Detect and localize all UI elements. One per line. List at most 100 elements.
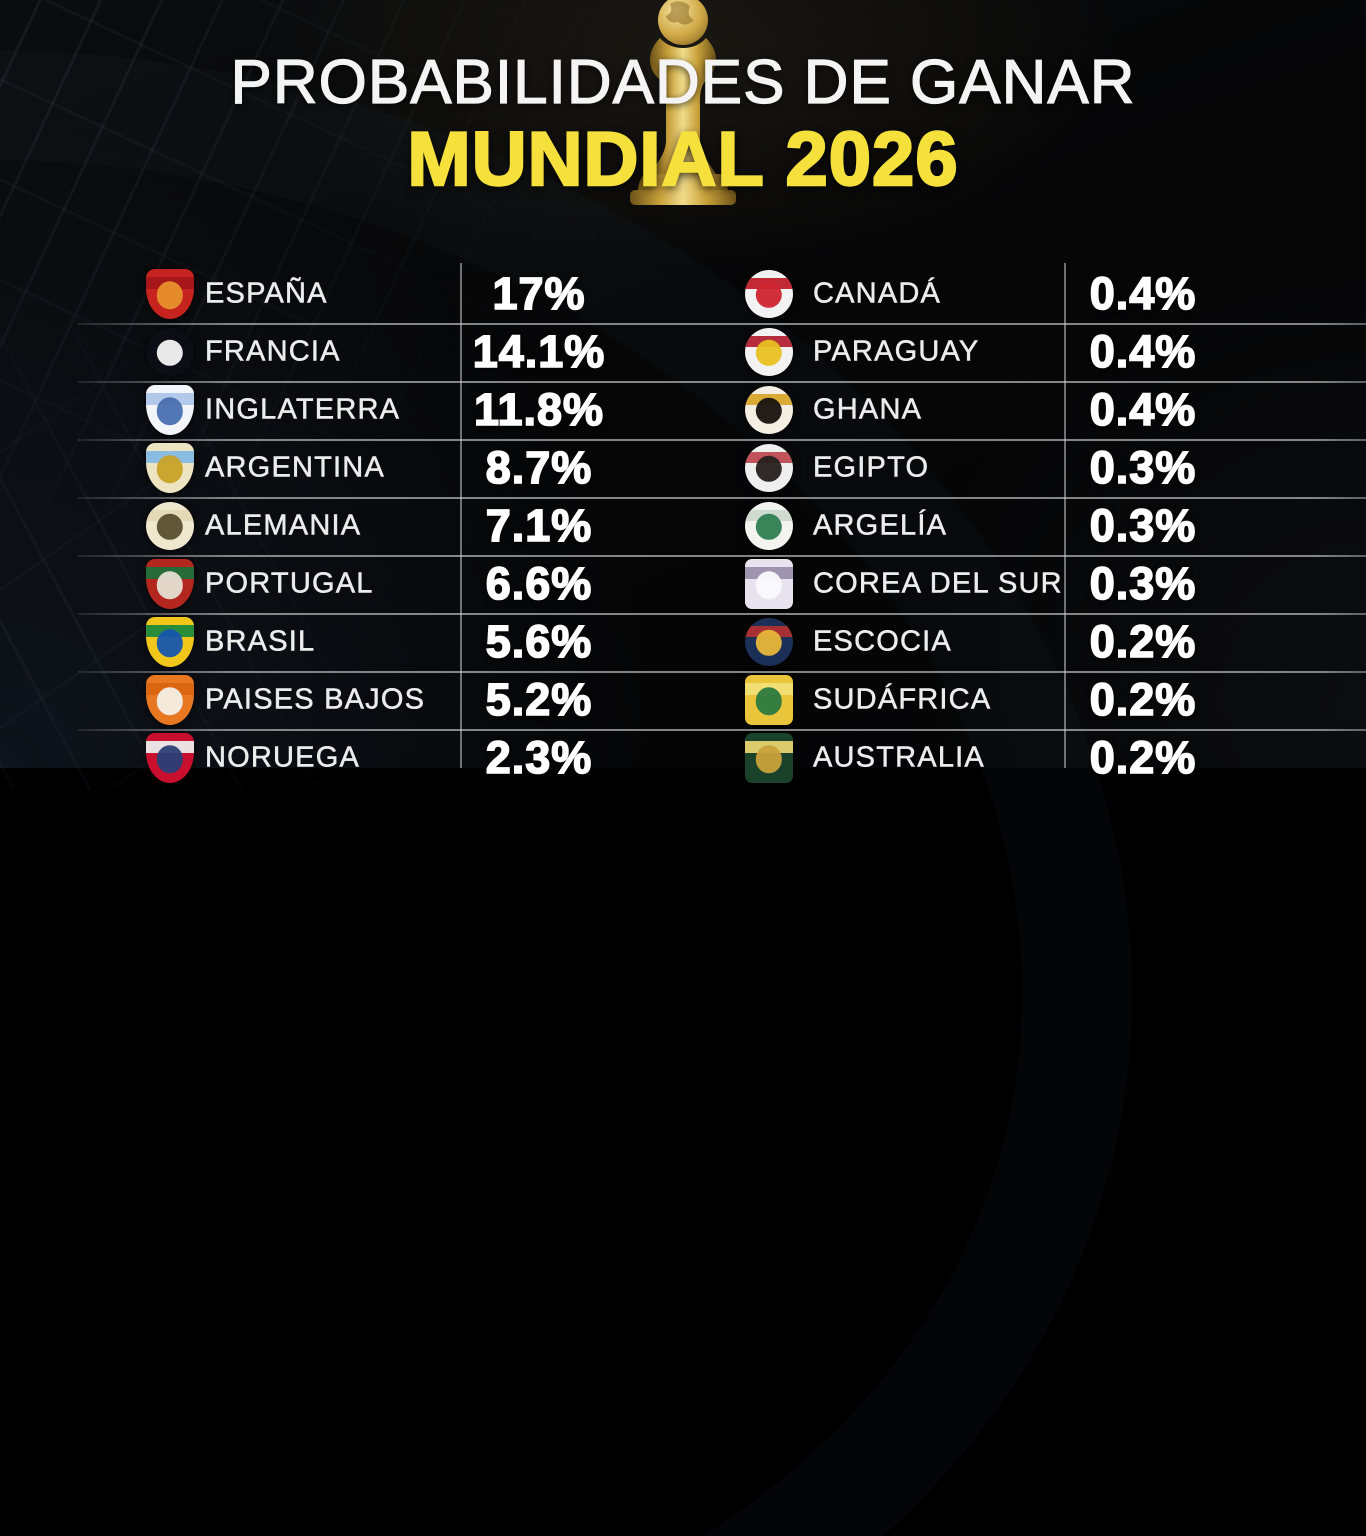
table-row: FRANCIA 14.1%	[0, 323, 1366, 381]
crest-emblem	[755, 513, 783, 541]
team-name: EGIPTO	[813, 451, 930, 484]
team-name: SUDÁFRICA	[813, 683, 992, 716]
team-name: FRANCIA	[205, 335, 341, 368]
team-name: GHANA	[813, 393, 923, 426]
crest-emblem	[755, 571, 783, 599]
crest-emblem	[755, 397, 783, 425]
team-name: ARGELÍA	[813, 509, 948, 542]
crest-emblem	[755, 745, 783, 773]
win-probability-value: 7.1%	[485, 499, 593, 552]
table-row: COREA DEL SUR 0.3%	[0, 555, 1366, 613]
row-divider	[78, 613, 1366, 615]
brazil-crest-icon	[146, 617, 194, 667]
title-block: PROBABILIDADES DE GANAR MUNDIAL 2026	[0, 48, 1366, 202]
table-row: PARAGUAY 0.4%	[0, 323, 1366, 381]
team-name: PORTUGAL	[205, 567, 374, 600]
netherlands-crest-icon	[146, 675, 194, 725]
row-divider	[78, 555, 1366, 557]
table-row: ARGELÍA 0.3%	[0, 497, 1366, 555]
win-probability-value: 0.2%	[1089, 615, 1197, 668]
table-row: GHANA 0.4%	[0, 381, 1366, 439]
team-name: ESCOCIA	[813, 625, 952, 658]
team-name: CANADÁ	[813, 277, 942, 310]
table-row: PAISES BAJOS 5.2%	[0, 671, 1366, 729]
team-name: BRASIL	[205, 625, 316, 658]
table-row: CANADÁ 0.4%	[0, 265, 1366, 323]
crest-emblem	[156, 281, 184, 309]
world-cup-trophy-icon	[630, 0, 736, 205]
right-table-column-divider	[1064, 263, 1066, 768]
win-probability-value: 0.2%	[1089, 673, 1197, 726]
table-row: BRASIL 5.6%	[0, 613, 1366, 671]
canada-crest-icon	[745, 270, 793, 318]
south-korea-crest-icon	[745, 559, 793, 609]
crest-emblem	[755, 629, 783, 657]
table-row: AUSTRALIA 0.2%	[0, 729, 1366, 787]
win-probability-value: 17%	[492, 267, 586, 320]
row-divider	[78, 671, 1366, 673]
team-name: PARAGUAY	[813, 335, 980, 368]
win-probability-value: 14.1%	[472, 325, 606, 378]
crest-emblem	[156, 687, 184, 715]
row-divider	[78, 497, 1366, 499]
stadium-truss-decor-lower	[0, 330, 500, 790]
table-row: EGIPTO 0.3%	[0, 439, 1366, 497]
row-divider	[78, 381, 1366, 383]
australia-crest-icon	[745, 733, 793, 783]
england-crest-icon	[146, 385, 194, 435]
scotland-crest-icon	[745, 618, 793, 666]
team-name: AUSTRALIA	[813, 741, 985, 774]
france-crest-icon	[146, 328, 194, 376]
win-probability-value: 0.3%	[1089, 441, 1197, 494]
win-probability-value: 6.6%	[485, 557, 593, 610]
crest-emblem	[156, 339, 184, 367]
south-africa-crest-icon	[745, 675, 793, 725]
team-name: ESPAÑA	[205, 277, 328, 310]
table-row: INGLATERRA 11.8%	[0, 381, 1366, 439]
odds-table: ESPAÑA 17% FRANCIA 14.1% INGLATERRA 11.8…	[0, 263, 1366, 784]
win-probability-value: 5.2%	[485, 673, 593, 726]
crest-emblem	[156, 571, 184, 599]
algeria-crest-icon	[745, 502, 793, 550]
team-name: PAISES BAJOS	[205, 683, 426, 716]
page-title: PROBABILIDADES DE GANAR	[230, 48, 1136, 117]
win-probability-value: 5.6%	[485, 615, 593, 668]
spain-crest-icon	[146, 269, 194, 319]
win-probability-value: 0.4%	[1089, 325, 1197, 378]
team-name: ARGENTINA	[205, 451, 385, 484]
crest-emblem	[755, 281, 783, 309]
win-probability-value: 0.4%	[1089, 267, 1197, 320]
left-table-column-divider	[460, 263, 462, 768]
win-probability-value: 11.8%	[473, 383, 605, 436]
argentina-crest-icon	[146, 443, 194, 493]
crest-emblem	[156, 397, 184, 425]
win-probability-value: 0.3%	[1089, 499, 1197, 552]
crest-emblem	[755, 687, 783, 715]
egypt-crest-icon	[745, 444, 793, 492]
row-divider	[78, 439, 1366, 441]
table-row: SUDÁFRICA 0.2%	[0, 671, 1366, 729]
ghana-crest-icon	[745, 386, 793, 434]
table-row: ESCOCIA 0.2%	[0, 613, 1366, 671]
win-probability-value: 0.2%	[1089, 731, 1197, 784]
germany-crest-icon	[146, 502, 194, 550]
row-divider	[78, 323, 1366, 325]
team-name: COREA DEL SUR	[813, 567, 1063, 600]
page-subtitle: MUNDIAL 2026	[406, 117, 959, 202]
team-name: INGLATERRA	[205, 393, 401, 426]
table-row: ALEMANIA 7.1%	[0, 497, 1366, 555]
table-row: ARGENTINA 8.7%	[0, 439, 1366, 497]
crest-emblem	[156, 629, 184, 657]
table-row: PORTUGAL 6.6%	[0, 555, 1366, 613]
row-divider	[78, 729, 1366, 731]
team-name: ALEMANIA	[205, 509, 362, 542]
crest-emblem	[156, 513, 184, 541]
win-probability-value: 0.4%	[1089, 383, 1197, 436]
table-row: ESPAÑA 17%	[0, 265, 1366, 323]
win-probability-value: 8.7%	[485, 441, 593, 494]
portugal-crest-icon	[146, 559, 194, 609]
crest-emblem	[755, 455, 783, 483]
crest-emblem	[755, 339, 783, 367]
crest-emblem	[156, 455, 184, 483]
